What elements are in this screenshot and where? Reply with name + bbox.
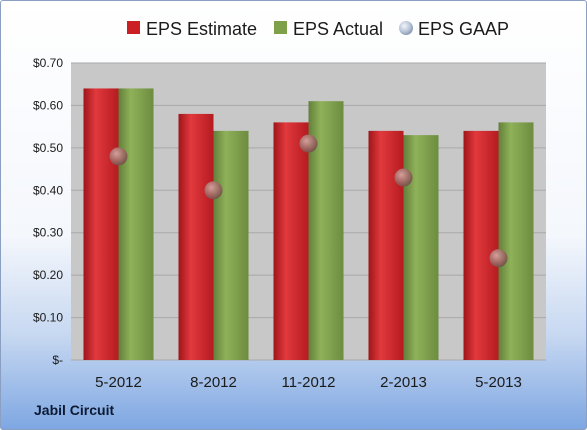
x-tick-label: 11-2012 <box>282 374 336 391</box>
x-tick-label: 5-2012 <box>95 374 142 391</box>
y-tick-label: $0.10 <box>33 311 63 325</box>
marker-eps-gaap <box>299 134 318 153</box>
legend-label-actual: EPS Actual <box>293 19 383 39</box>
bars <box>83 88 534 361</box>
legend-label-gaap: EPS GAAP <box>418 19 509 39</box>
bar-eps-estimate <box>273 122 309 361</box>
y-tick-label: $0.50 <box>33 141 63 155</box>
marker-eps-gaap <box>394 168 413 187</box>
y-tick-label: $0.60 <box>33 98 63 112</box>
legend-label-estimate: EPS Estimate <box>146 19 257 39</box>
marker-eps-gaap <box>489 249 508 268</box>
bar-eps-actual <box>213 130 249 360</box>
y-axis: $0.70 $0.60 $0.50 $0.40 $0.30 $0.20 $0.10 $- <box>33 56 63 367</box>
x-tick-label: 2-2013 <box>380 374 427 391</box>
y-tick-label: $0.30 <box>33 226 63 240</box>
x-axis: 5-2012 8-2012 11-2012 2-2013 5-2013 <box>95 374 522 391</box>
legend-swatch-estimate <box>127 21 140 34</box>
legend: EPS Estimate EPS Actual EPS GAAP <box>127 19 509 39</box>
bar-eps-estimate <box>463 130 499 360</box>
marker-eps-gaap <box>204 181 223 200</box>
y-tick-label: $0.40 <box>33 183 63 197</box>
bar-eps-estimate <box>83 88 119 360</box>
legend-swatch-actual <box>274 21 287 34</box>
legend-swatch-gaap <box>399 21 413 35</box>
x-tick-label: 8-2012 <box>190 374 237 391</box>
company-label: Jabil Circuit <box>34 402 115 418</box>
bar-eps-actual <box>403 135 439 360</box>
x-tick-label: 5-2013 <box>475 374 522 391</box>
bar-eps-actual <box>118 88 154 360</box>
y-tick-label: $0.70 <box>33 56 63 70</box>
bar-eps-actual <box>498 122 534 361</box>
bar-eps-estimate <box>178 113 214 361</box>
bar-eps-estimate <box>368 130 404 360</box>
y-tick-label: $0.20 <box>33 268 63 282</box>
marker-eps-gaap <box>109 147 128 166</box>
y-tick-label: $- <box>52 353 63 367</box>
